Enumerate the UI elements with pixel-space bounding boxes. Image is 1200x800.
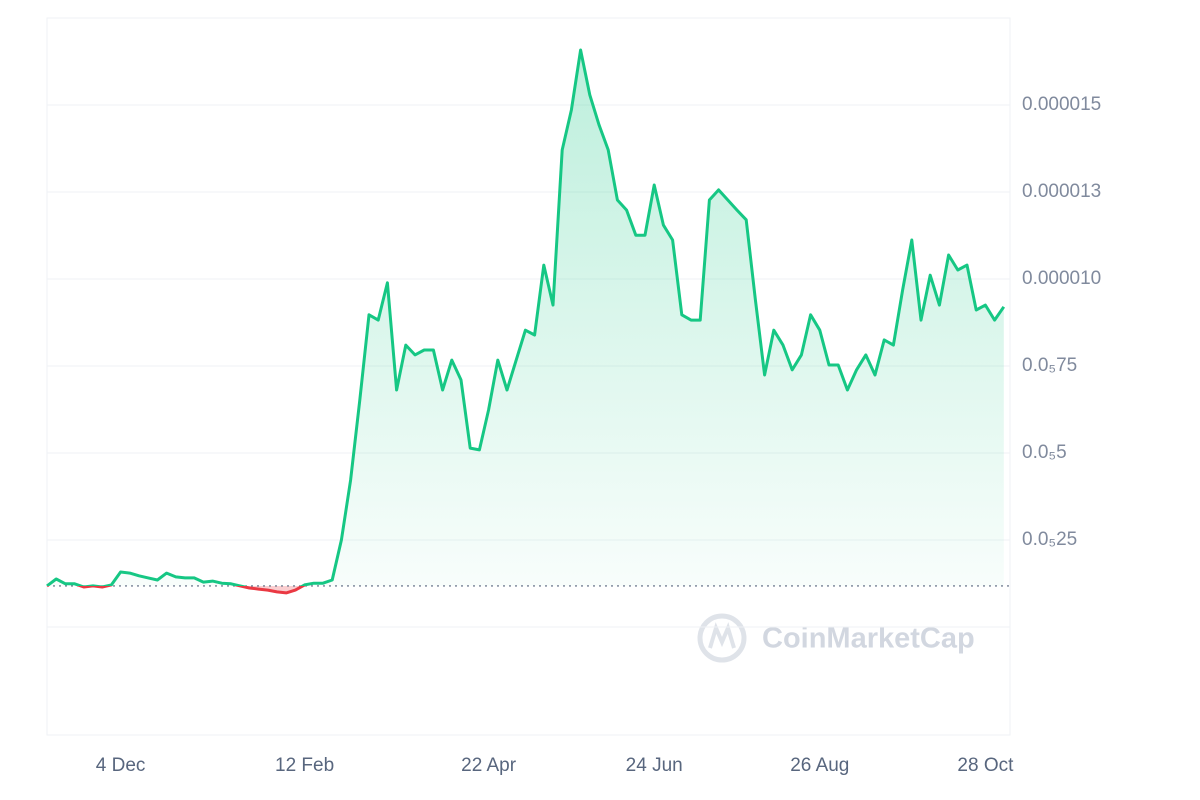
plot-frame — [46, 17, 1011, 736]
watermark: CoinMarketCap — [762, 623, 975, 655]
y-tick-label: 0.000015 — [1022, 94, 1101, 115]
y-tick-label: 0.0₅25 — [1022, 529, 1077, 550]
y-tick-label: 0.000010 — [1022, 268, 1101, 289]
x-tick-label: 28 Oct — [957, 755, 1014, 776]
price-line — [46, 48, 1006, 595]
price-area — [47, 50, 1004, 593]
x-tick-label: 4 Dec — [96, 755, 146, 776]
y-tick-label: 0.0₅75 — [1022, 355, 1077, 376]
x-tick-label: 24 Jun — [626, 755, 683, 776]
x-tick-label: 12 Feb — [275, 755, 334, 776]
y-tick-label: 0.0₅5 — [1022, 442, 1067, 463]
x-tick-label: 22 Apr — [461, 755, 517, 776]
y-tick-label: 0.000013 — [1022, 181, 1101, 202]
watermark-logo — [697, 613, 747, 663]
x-tick-label: 26 Aug — [790, 755, 849, 776]
